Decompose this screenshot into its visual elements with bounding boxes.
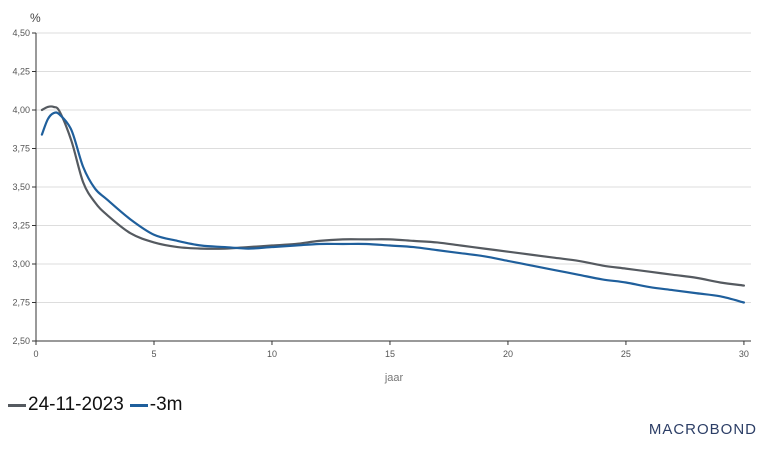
axes <box>32 32 751 345</box>
y-tick-label: 3,00 <box>12 259 30 269</box>
x-axis-title: jaar <box>384 372 404 384</box>
series-line-current <box>40 105 746 287</box>
x-tick-label: 0 <box>33 349 38 359</box>
legend-swatch-3m <box>129 403 148 407</box>
x-tick-label: 20 <box>503 349 513 359</box>
y-tick-label: 3,50 <box>12 182 30 192</box>
y-tick-label: 4,00 <box>12 105 30 115</box>
y-tick-label: 4,25 <box>12 67 30 77</box>
legend-label-3m: -3m <box>149 394 183 415</box>
y-tick-label: 4,50 <box>12 28 30 38</box>
grid-lines <box>36 32 751 303</box>
tick-labels: 2,50 2,75 3,00 3,25 3,50 3,75 4,00 4,25 4,50 0 5 10… <box>12 28 748 359</box>
y-tick-label: 3,25 <box>12 221 30 231</box>
x-tick-label: 10 <box>267 349 277 359</box>
y-unit-label: % <box>30 11 41 25</box>
series-lines <box>40 105 746 304</box>
legend-item-3m: -3m <box>129 394 183 416</box>
x-tick-label: 15 <box>385 349 395 359</box>
legend: 24-11-2023 -3m <box>8 394 189 416</box>
legend-label-current: 24-11-2023 <box>28 394 124 415</box>
legend-item-current: 24-11-2023 <box>8 394 124 416</box>
x-tick-label: 30 <box>739 349 749 359</box>
y-tick-label: 2,50 <box>12 336 30 346</box>
y-tick-label: 3,75 <box>12 144 30 154</box>
x-tick-label: 5 <box>151 349 156 359</box>
x-tick-label: 25 <box>621 349 631 359</box>
series-line-3m <box>40 111 746 304</box>
legend-swatch-current <box>8 403 26 407</box>
y-tick-label: 2,75 <box>12 298 30 308</box>
macrobond-logo: MACROBOND <box>648 421 757 438</box>
